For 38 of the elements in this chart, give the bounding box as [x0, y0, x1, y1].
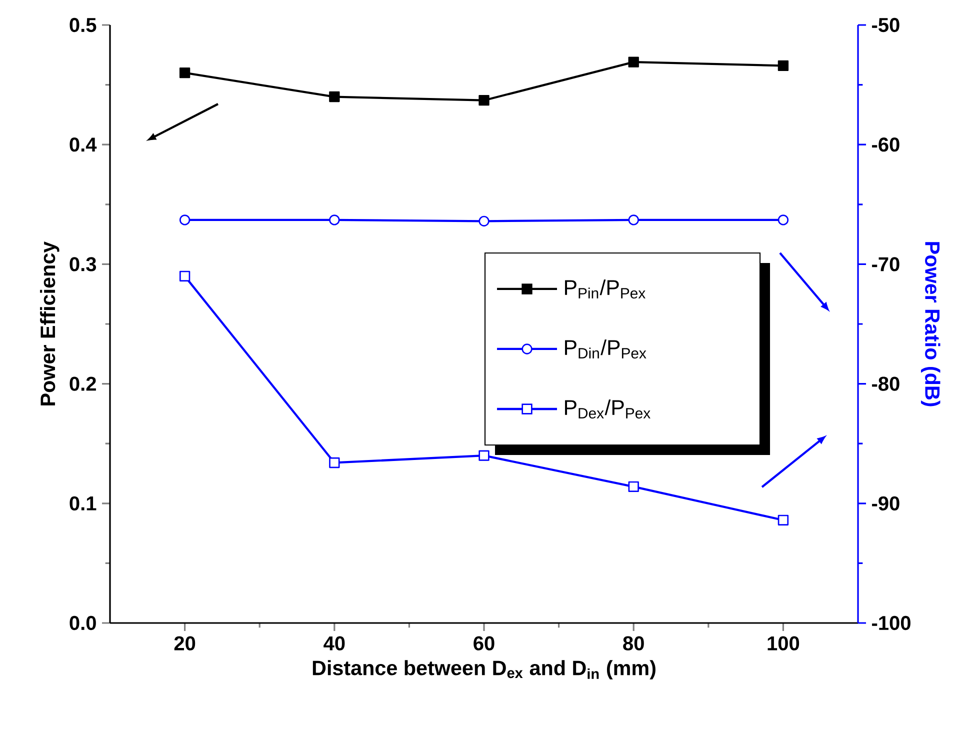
y2-tick-label: -80	[872, 376, 900, 391]
legend-label: P$_{Pin}$/P$_{Pex}$	[565, 279, 646, 299]
point	[628, 214, 639, 226]
x-tick-label: 80	[623, 636, 644, 650]
y2-tick-label: -100	[872, 616, 910, 630]
point	[179, 214, 190, 226]
y-tick-label: 0.1	[70, 496, 96, 510]
y-tick-label: 0.2	[70, 376, 96, 391]
x-tick-label: 100	[768, 636, 800, 650]
y2-tick-label: -50	[872, 18, 900, 32]
y2-tick-label: -70	[872, 257, 900, 272]
y2-tick-label: -90	[872, 496, 900, 510]
x-tick-label: 40	[324, 636, 345, 650]
y2-tick-label: -60	[872, 138, 900, 152]
point	[478, 450, 490, 461]
point	[628, 481, 639, 492]
x-tick-label: 60	[474, 636, 494, 650]
y-tick-label: 0.0	[70, 616, 96, 630]
x-tick-label: 20	[174, 636, 196, 650]
point	[329, 214, 340, 226]
point	[329, 457, 340, 468]
y-tick-label: 0.4	[70, 138, 97, 152]
point	[478, 95, 490, 106]
legend-label: P$_{Din}$/P$_{Pex}$	[565, 339, 646, 359]
point	[329, 91, 340, 102]
x-axis-title: Distance between D$_{ex}$ and D$_{in}$ (mm)	[312, 660, 656, 680]
point	[778, 60, 789, 72]
legend-label: P$_{Dex}$/P$_{Pex}$	[565, 399, 650, 419]
point	[778, 214, 789, 226]
point	[478, 216, 490, 226]
point	[778, 514, 789, 526]
point	[628, 56, 639, 68]
point	[179, 270, 190, 282]
y2-axis-title: Power Ratio (dB)	[920, 242, 940, 406]
y-tick-label: 0.3	[70, 257, 96, 272]
y-tick-label: 0.5	[70, 18, 96, 32]
y-axis-title: Power Efficiency	[40, 241, 60, 406]
point	[179, 68, 190, 78]
